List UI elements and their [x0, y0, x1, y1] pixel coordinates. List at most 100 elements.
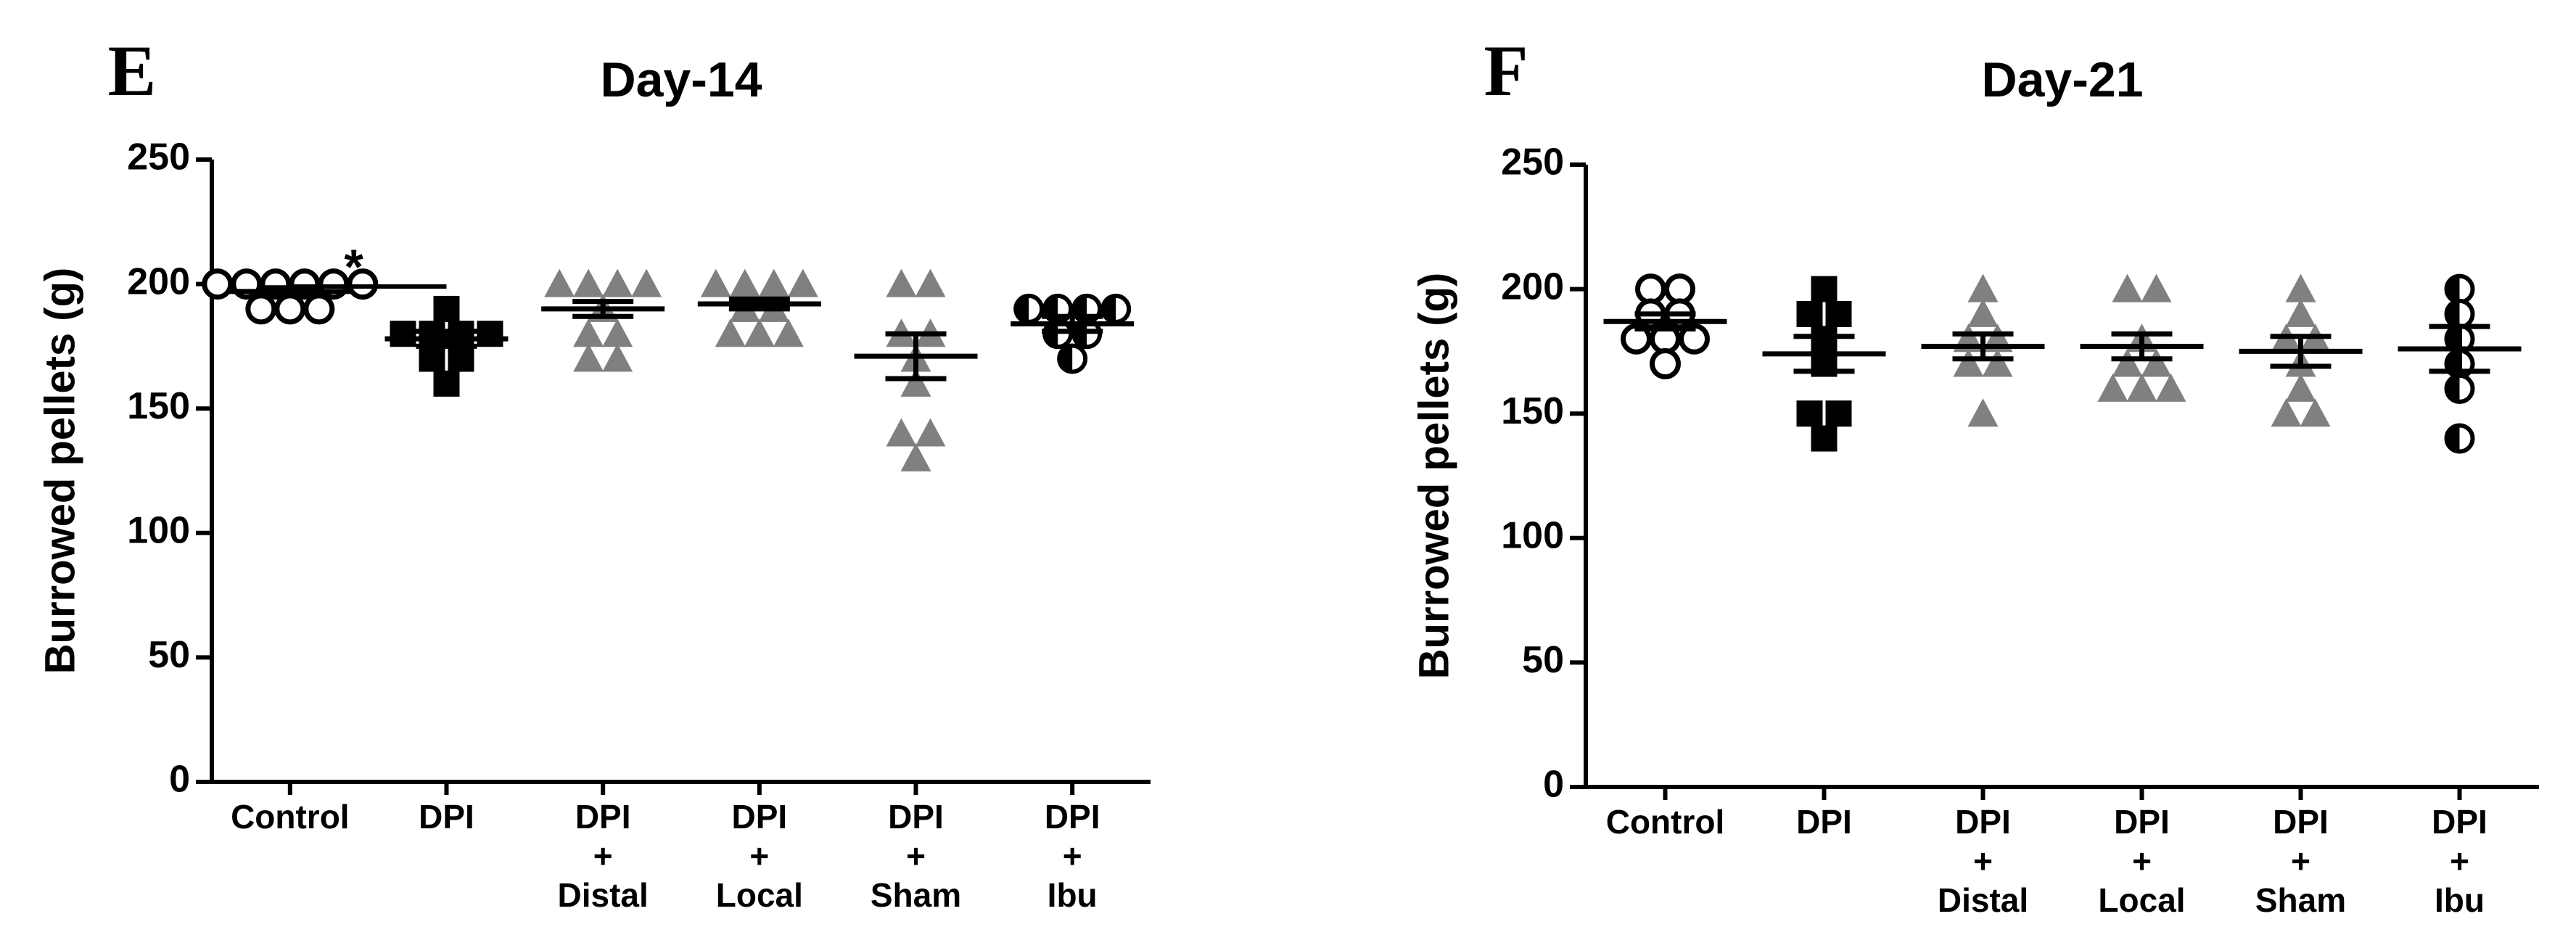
point [1100, 293, 1132, 324]
point [2112, 273, 2143, 302]
point-half [2446, 300, 2460, 327]
error-bar [2111, 331, 2173, 362]
x-tick-label: + [2291, 842, 2310, 880]
x-tick-label: Control [231, 798, 350, 836]
point [758, 268, 789, 297]
point [2097, 373, 2128, 402]
x-tick-label: Control [1606, 803, 1725, 841]
error-bar [885, 331, 947, 382]
x-tick-label: DPI [888, 798, 944, 836]
x-tick-label: + [906, 837, 926, 875]
x-tick-label: DPI [2114, 803, 2170, 841]
point [2444, 298, 2475, 329]
point [1796, 400, 1823, 427]
error-bar [416, 329, 477, 349]
point [419, 345, 445, 372]
x-tick-label: + [749, 837, 769, 875]
x-tick-label: Ibu [2435, 881, 2485, 919]
point [1650, 348, 1681, 380]
panel: F Day-21 Burrowed pellets (g) 0 50 100 150 200 2… [1410, 30, 2539, 919]
point-half [1059, 345, 1073, 372]
point [886, 418, 917, 447]
y-tick-label: 100 [127, 510, 190, 552]
error-bar [728, 296, 790, 312]
x-tick-label: + [2132, 842, 2152, 880]
point [1057, 343, 1088, 374]
point [1013, 293, 1045, 324]
error-bar [1042, 313, 1103, 334]
x-tick-label: + [1973, 842, 1993, 880]
point [347, 268, 379, 300]
point [2444, 373, 2475, 404]
point-half [1016, 295, 1029, 322]
x-tick-label: DPI [1045, 798, 1100, 836]
point [602, 268, 633, 297]
x-tick-label: DPI [575, 798, 631, 836]
point [390, 321, 416, 347]
point [1967, 398, 1999, 427]
point [303, 293, 335, 325]
point [448, 345, 474, 372]
point [2141, 348, 2172, 377]
x-tick-label: DPI [2273, 803, 2329, 841]
point [2126, 373, 2157, 402]
point-half [1103, 295, 1116, 322]
point [2285, 298, 2316, 327]
point [773, 318, 804, 347]
error-bar [1634, 311, 1696, 332]
point [2271, 398, 2302, 427]
point-half [2446, 276, 2460, 302]
point [573, 268, 604, 297]
x-tick-label: Distal [1938, 881, 2028, 919]
point [544, 268, 575, 297]
x-tick-label: + [2450, 842, 2469, 880]
y-tick-label: 0 [169, 759, 190, 801]
point [1967, 298, 1999, 327]
point [274, 293, 306, 325]
point [573, 343, 604, 372]
point-half [2446, 425, 2460, 452]
point [2285, 273, 2316, 302]
y-tick-label: 50 [148, 634, 190, 676]
point [1982, 348, 2013, 377]
x-tick-label: + [593, 837, 613, 875]
point [573, 318, 604, 347]
point [2141, 273, 2172, 302]
point [1621, 323, 1652, 355]
point [2155, 373, 2186, 402]
point [433, 295, 460, 322]
point [700, 268, 731, 297]
point [886, 268, 917, 297]
point [900, 368, 931, 397]
y-axis-label: Burrowed pellets (g) [1410, 273, 1457, 680]
significance-label: * [344, 239, 363, 294]
error-bar [572, 299, 634, 319]
point [787, 268, 818, 297]
point [1811, 425, 1838, 452]
y-axis-label: Burrowed pellets (g) [36, 268, 83, 675]
y-tick-label: 200 [127, 260, 190, 302]
point [1796, 300, 1823, 327]
x-tick-label: Local [716, 876, 803, 914]
x-tick-label: Sham [871, 876, 961, 914]
error-bar [1952, 331, 2014, 362]
x-tick-label: Sham [2255, 881, 2346, 919]
y-tick-label: 200 [1501, 265, 1564, 308]
point-half [2446, 326, 2460, 353]
error-bar [2270, 334, 2332, 369]
point [2444, 423, 2475, 454]
y-tick-label: 150 [1501, 390, 1564, 432]
x-tick-label: DPI [2432, 803, 2487, 841]
point [433, 370, 460, 397]
x-tick-label: DPI [419, 798, 474, 836]
point [744, 318, 775, 347]
point [1635, 273, 1666, 305]
point [202, 268, 234, 300]
point [2300, 398, 2331, 427]
point [1967, 273, 1999, 302]
y-tick-label: 250 [127, 136, 190, 178]
point [1664, 273, 1695, 305]
x-tick-label: Distal [558, 876, 649, 914]
point [915, 268, 946, 297]
point [2112, 348, 2143, 377]
